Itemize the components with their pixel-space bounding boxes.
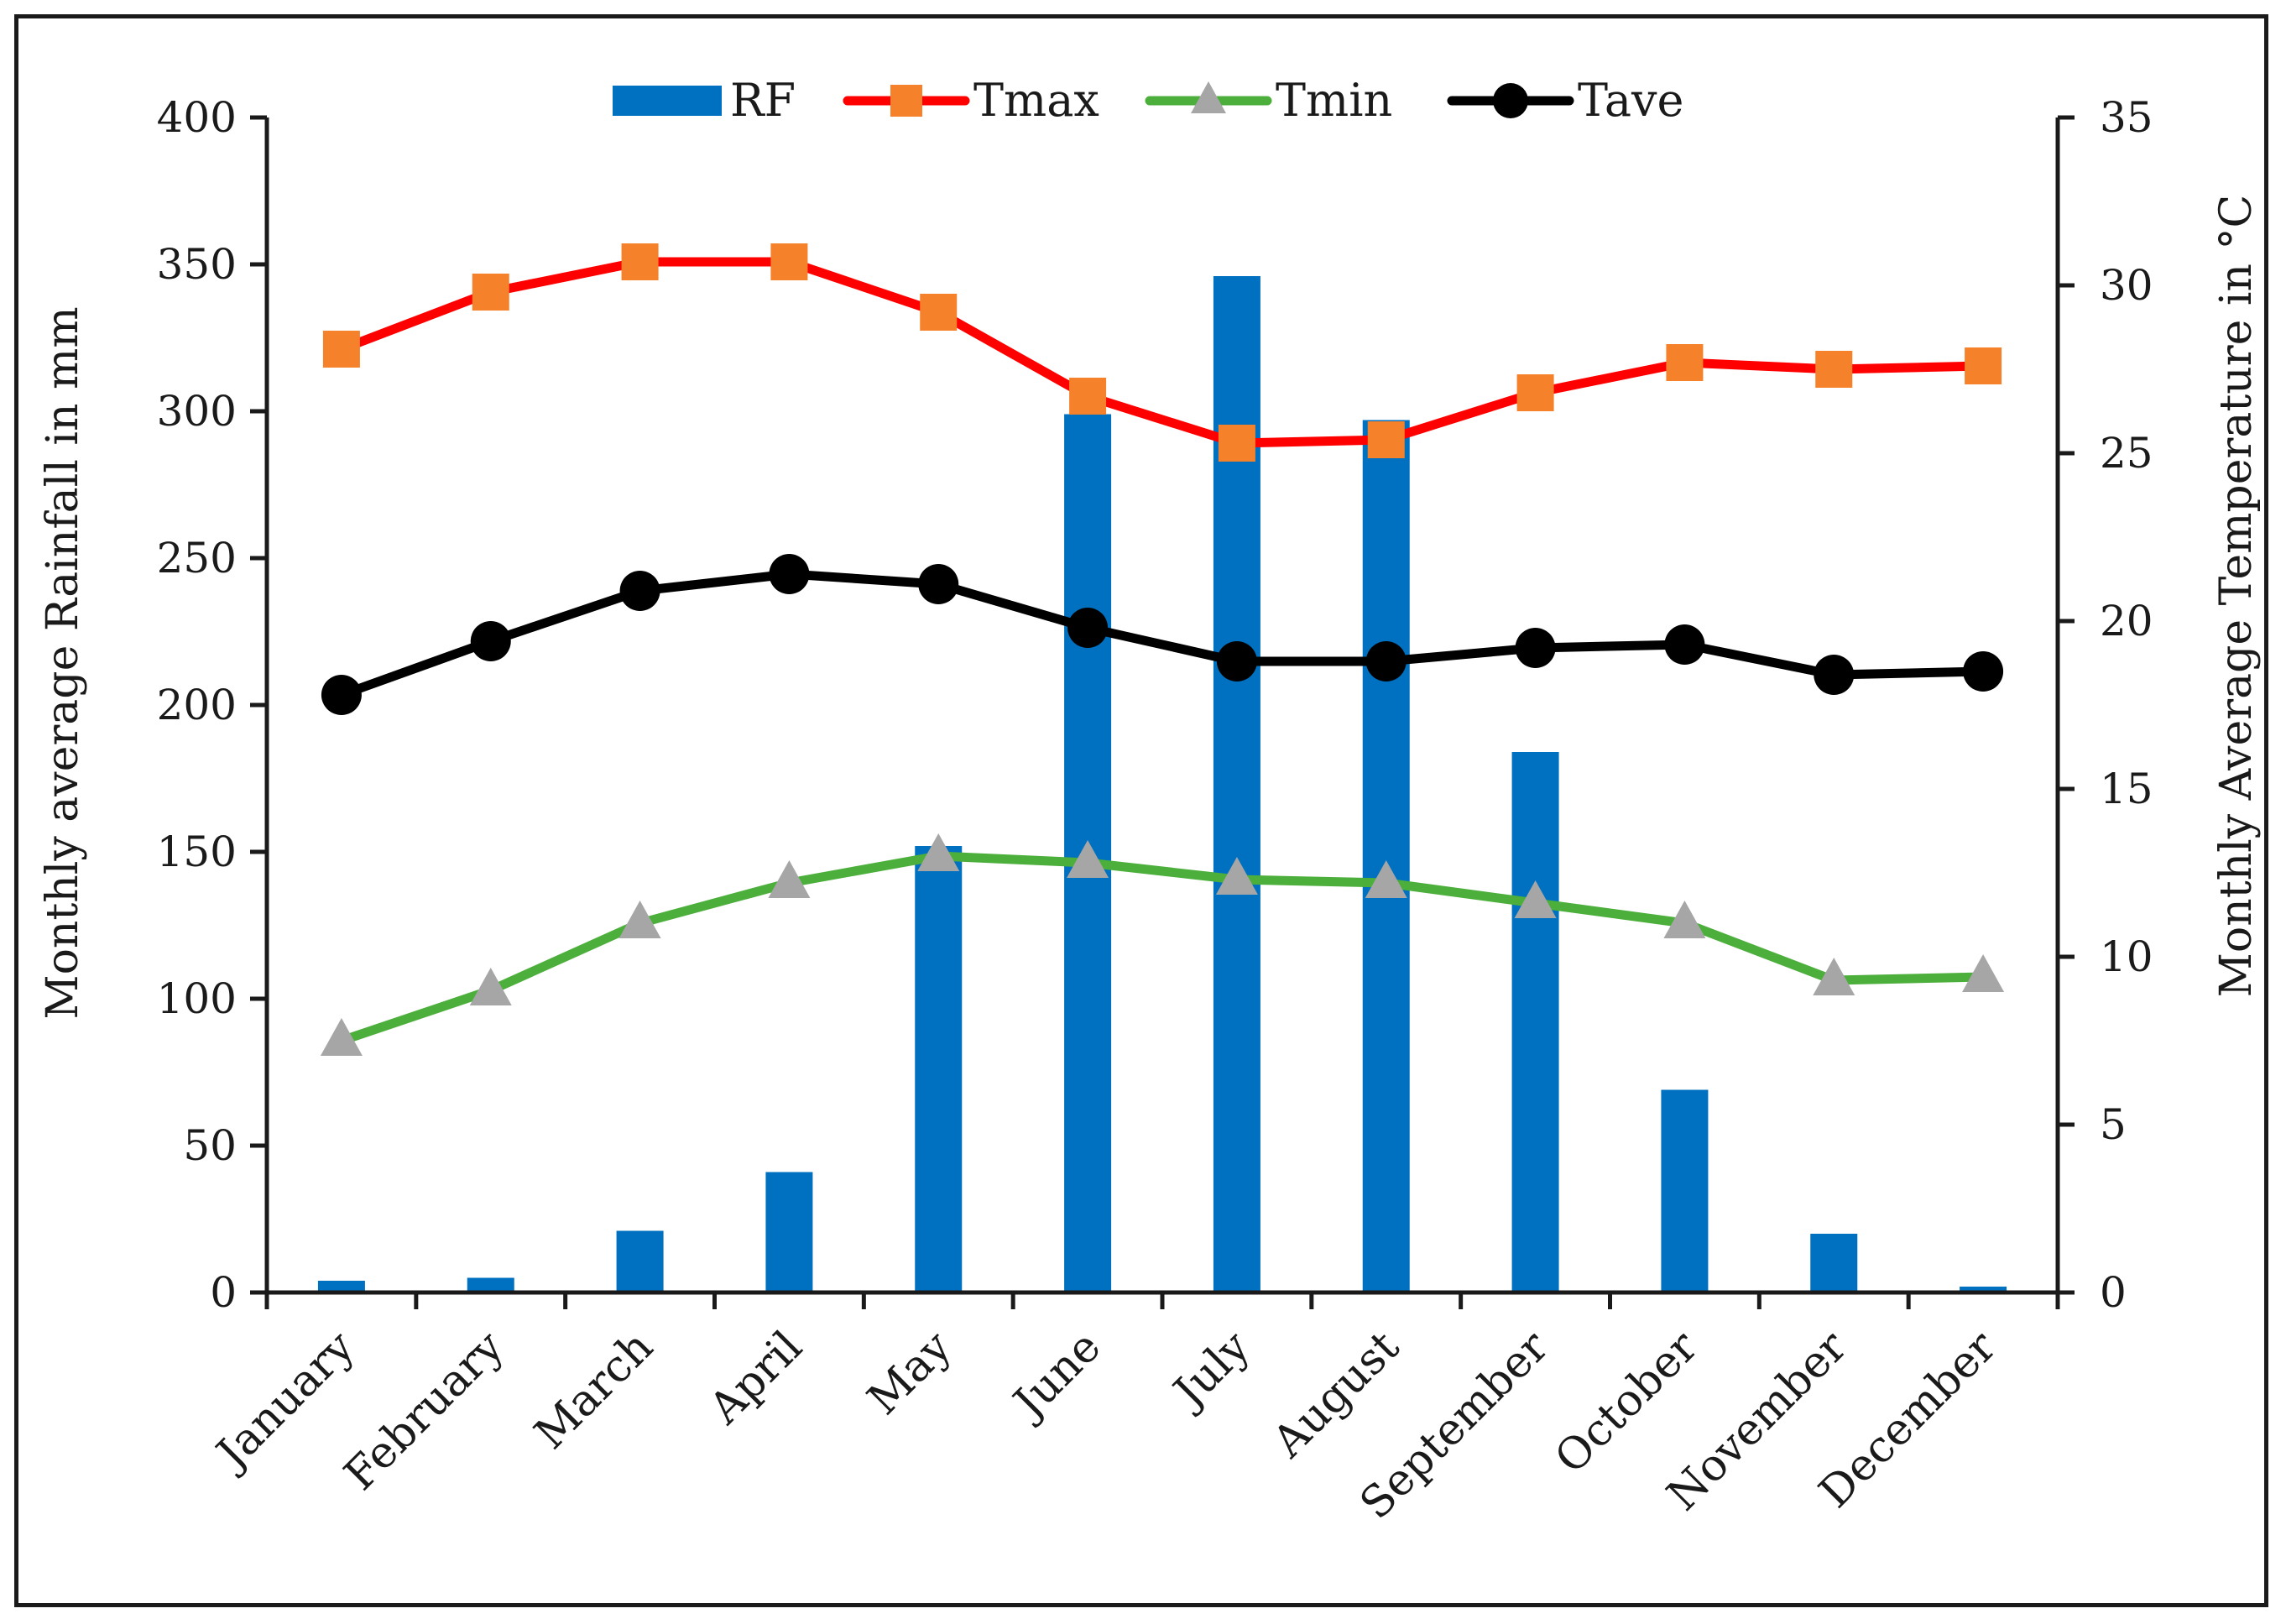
marker-tmax-may	[920, 294, 958, 331]
marker-tmax-october	[1666, 344, 1704, 381]
marker-tave-december	[1963, 651, 2004, 692]
right-tick-label: 5	[2100, 1100, 2127, 1149]
left-tick-label: 150	[157, 828, 237, 876]
legend: RF Tmax Tmin Tave	[613, 74, 1683, 127]
marker-tmin-march	[618, 901, 661, 938]
legend-marker-tmin	[1191, 81, 1226, 113]
marker-tmin-august	[1365, 860, 1407, 898]
marker-tmin-february	[469, 968, 512, 1005]
right-tick-label: 30	[2100, 261, 2153, 310]
legend-marker-tave	[1493, 83, 1528, 118]
right-tick-label: 35	[2100, 93, 2153, 142]
marker-tmax-november	[1815, 351, 1853, 388]
marker-tave-september	[1515, 628, 1556, 668]
marker-tmin-december	[1962, 954, 2005, 992]
marker-tmin-july	[1215, 857, 1258, 895]
line-tmax	[337, 257, 1988, 448]
marker-tmin-october	[1663, 901, 1706, 938]
bar-rf-march	[616, 1230, 664, 1292]
marker-tmax-april	[770, 243, 808, 280]
bar-rf-february	[467, 1277, 514, 1292]
marker-tave-april	[769, 554, 810, 594]
marker-tmin-april	[768, 860, 811, 898]
marker-tmax-december	[1965, 347, 2002, 384]
marker-tave-october	[1664, 624, 1705, 665]
legend-label-tmax: Tmax	[973, 74, 1099, 127]
rainfall-bars	[317, 276, 2007, 1292]
bar-rf-april	[765, 1172, 813, 1292]
right-tick-label: 25	[2100, 429, 2153, 478]
legend-marker-tmax	[890, 85, 922, 117]
x-tick-label-may: May	[859, 1321, 962, 1424]
marker-tmax-march	[621, 243, 659, 280]
temperature-lines	[320, 243, 2005, 1056]
left-axis-title: Monthly average Rainfall in mm	[38, 306, 88, 1019]
marker-tmin-september	[1514, 880, 1557, 918]
marker-tave-march	[619, 571, 660, 611]
legend-swatch-rf	[613, 86, 722, 116]
marker-tmax-july	[1218, 425, 1255, 462]
left-tick-label: 50	[183, 1121, 237, 1170]
left-tick-label: 400	[157, 93, 237, 142]
x-tick-label-january: January	[205, 1321, 365, 1481]
marker-tave-july	[1216, 641, 1257, 681]
right-tick-label: 20	[2100, 597, 2153, 645]
right-tick-label: 0	[2100, 1268, 2127, 1317]
left-tick-label: 300	[157, 387, 237, 436]
x-tick-label-march: March	[525, 1322, 663, 1460]
bar-rf-november	[1810, 1234, 1858, 1292]
legend-label-rf: RF	[730, 74, 796, 127]
x-tick-label-april: April	[699, 1322, 812, 1434]
line-tave	[337, 569, 1988, 700]
bar-rf-january	[317, 1281, 365, 1292]
marker-tmax-june	[1069, 378, 1107, 415]
left-tick-label: 250	[157, 534, 237, 582]
x-tick-label-august: August	[1263, 1322, 1409, 1468]
marker-tave-june	[1067, 608, 1109, 648]
left-tick-label: 350	[157, 240, 237, 289]
line-tmin	[337, 851, 1988, 1046]
x-tick-label-february: February	[335, 1321, 514, 1500]
legend-label-tave: Tave	[1578, 74, 1683, 127]
marker-tave-may	[918, 564, 959, 604]
bar-rf-may	[915, 846, 963, 1292]
right-tick-label: 10	[2100, 932, 2153, 981]
right-tick-label: 15	[2100, 765, 2153, 813]
marker-tmax-february	[472, 274, 509, 311]
bar-rf-december	[1960, 1287, 2007, 1292]
left-tick-label: 100	[157, 974, 237, 1023]
bar-rf-september	[1511, 752, 1559, 1292]
marker-tmax-august	[1367, 421, 1405, 458]
marker-tave-august	[1365, 641, 1407, 681]
marker-tmin-january	[320, 1018, 363, 1056]
chart-frame	[14, 14, 2268, 1607]
x-tick-label-june: June	[1001, 1322, 1110, 1431]
marker-tave-january	[321, 675, 362, 715]
right-axis-title: Monthly Average Temperature in °C	[2211, 195, 2262, 998]
left-tick-label: 200	[157, 681, 237, 729]
marker-tave-february	[470, 621, 511, 661]
marker-tmin-november	[1813, 958, 1855, 995]
marker-tave-november	[1814, 655, 1855, 695]
bar-rf-october	[1661, 1089, 1709, 1292]
marker-tmax-january	[322, 331, 360, 368]
left-tick-label: 0	[210, 1268, 237, 1317]
x-tick-label-july: July	[1161, 1321, 1260, 1419]
legend-label-tmin: Tmin	[1276, 74, 1392, 127]
marker-tmax-september	[1516, 374, 1554, 411]
bar-rf-august	[1362, 420, 1410, 1292]
marker-tmin-june	[1067, 840, 1109, 878]
marker-tmin-may	[917, 833, 960, 871]
